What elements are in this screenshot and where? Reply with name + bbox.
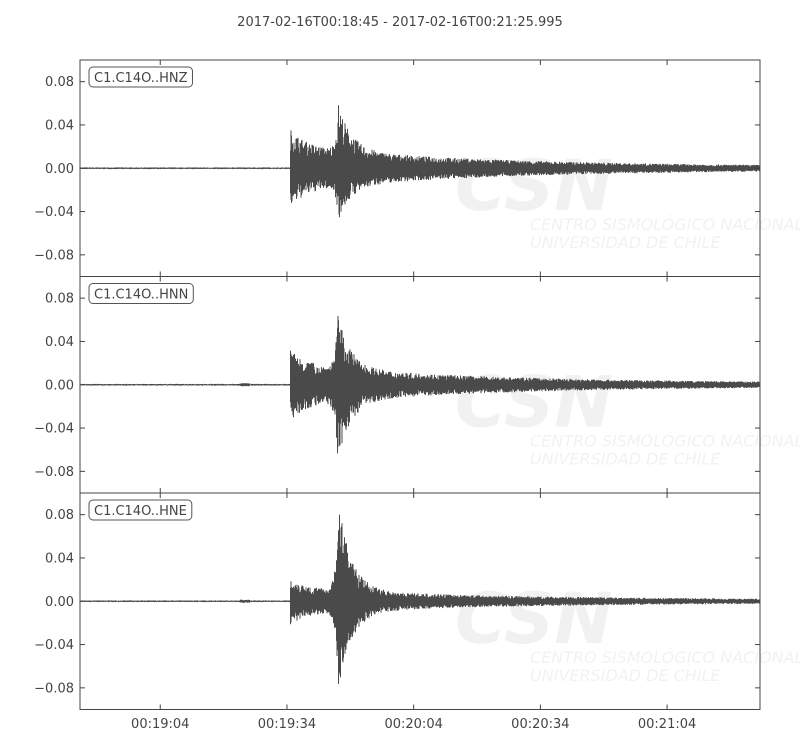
trace-label: C1.C14O..HNE	[94, 504, 187, 519]
watermark-line2: UNIVERSIDAD DE CHILE	[530, 233, 721, 252]
trace-label: C1.C14O..HNZ	[94, 71, 188, 86]
trace-label-box	[88, 283, 194, 304]
y-tick-label: 0.08	[45, 75, 74, 90]
y-tick-label: −0.04	[34, 638, 74, 653]
trace-label-box	[88, 499, 193, 521]
x-tick-label: 00:19:34	[258, 717, 316, 732]
watermark-line1: CENTRO SISMOLÓGICO NACIONAL	[530, 215, 800, 234]
watermark-logo: CSN	[455, 362, 613, 444]
x-tick-label: 00:20:34	[511, 717, 569, 732]
x-tick-label: 00:21:04	[638, 717, 696, 732]
y-tick-label: 0.08	[45, 292, 74, 307]
y-tick-label: −0.08	[34, 248, 74, 263]
trace-label: C1.C14O..HNN	[94, 288, 188, 303]
trace-label-box	[88, 66, 193, 88]
x-tick-label: 00:19:04	[131, 717, 189, 732]
chart-title: 2017-02-16T00:18:45 - 2017-02-16T00:21:2…	[237, 15, 563, 30]
y-tick-label: 0.04	[45, 118, 74, 133]
watermark-logo: CSN	[455, 578, 613, 660]
watermark-line2: UNIVERSIDAD DE CHILE	[530, 666, 721, 685]
y-tick-label: 0.04	[45, 335, 74, 350]
waveform-trace	[79, 105, 761, 218]
y-tick-label: −0.04	[34, 205, 74, 220]
y-tick-label: 0.04	[45, 551, 74, 566]
y-tick-label: −0.04	[34, 422, 74, 437]
y-tick-label: −0.08	[34, 681, 74, 696]
watermark-line2: UNIVERSIDAD DE CHILE	[530, 450, 721, 469]
watermark-line1: CENTRO SISMOLÓGICO NACIONAL	[530, 432, 800, 451]
x-tick-label: 00:20:04	[384, 717, 442, 732]
watermark-logo: CSN	[455, 145, 613, 227]
y-tick-label: −0.08	[34, 465, 74, 480]
y-tick-label: 0.00	[45, 378, 74, 393]
y-tick-label: 0.00	[45, 595, 74, 610]
y-tick-label: 0.08	[45, 508, 74, 523]
y-tick-label: 0.00	[45, 162, 74, 177]
watermark-line1: CENTRO SISMOLÓGICO NACIONAL	[530, 648, 800, 667]
